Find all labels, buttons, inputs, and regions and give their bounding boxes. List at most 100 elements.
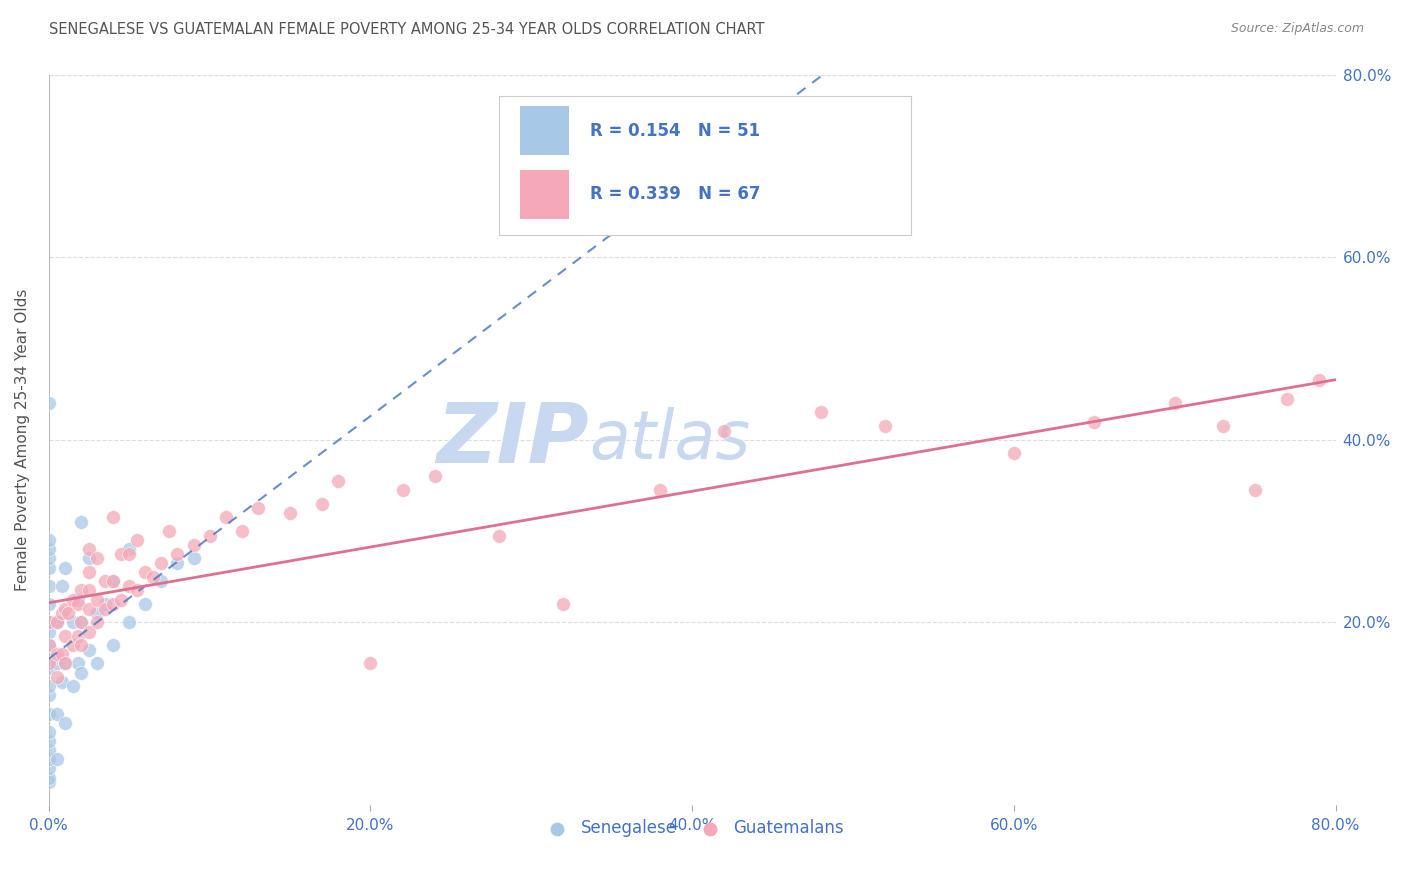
Point: [94, 601, 117, 615]
Point: [810, 405, 832, 419]
Point: [77, 551, 100, 566]
Point: [142, 570, 165, 584]
Point: [215, 510, 238, 524]
Point: [648, 483, 671, 497]
Point: [38, 560, 60, 574]
Point: [134, 597, 156, 611]
Point: [1244, 483, 1267, 497]
Point: [53, 715, 76, 730]
Text: atlas: atlas: [589, 407, 751, 473]
Point: [70, 638, 93, 652]
Point: [38, 762, 60, 776]
Point: [77, 601, 100, 615]
Point: [166, 547, 188, 561]
Point: [51, 674, 73, 689]
Point: [94, 574, 117, 589]
Point: [53, 629, 76, 643]
Point: [70, 665, 93, 680]
Point: [38, 743, 60, 757]
Point: [38, 725, 60, 739]
Point: [38, 734, 60, 748]
Point: [38, 597, 60, 611]
Y-axis label: Female Poverty Among 25-34 Year Olds: Female Poverty Among 25-34 Year Olds: [15, 289, 30, 591]
Point: [183, 538, 205, 552]
Point: [77, 624, 100, 639]
Point: [110, 547, 132, 561]
Point: [62, 615, 84, 630]
Point: [86, 551, 108, 566]
Point: [86, 615, 108, 630]
Point: [38, 706, 60, 721]
Point: [86, 657, 108, 671]
Point: [118, 542, 141, 557]
Point: [62, 679, 84, 693]
Point: [45, 648, 67, 662]
Point: [38, 638, 60, 652]
Point: [62, 638, 84, 652]
Point: [118, 615, 141, 630]
Legend: Senegalese, Guatemalans: Senegalese, Guatemalans: [534, 813, 851, 844]
Point: [101, 510, 124, 524]
Point: [875, 419, 897, 434]
Point: [38, 396, 60, 410]
Point: [38, 551, 60, 566]
Point: [70, 583, 93, 598]
Point: [127, 533, 149, 548]
Point: [66, 657, 89, 671]
Point: [423, 469, 446, 483]
Point: [38, 752, 60, 766]
Point: [77, 542, 100, 557]
Point: [66, 592, 89, 607]
Point: [127, 583, 149, 598]
Point: [101, 574, 124, 589]
Point: [198, 528, 221, 542]
Point: [53, 657, 76, 671]
Point: [150, 556, 173, 570]
Point: [53, 560, 76, 574]
Point: [1277, 392, 1299, 406]
Point: [246, 501, 269, 516]
Point: [45, 615, 67, 630]
Point: [38, 542, 60, 557]
Point: [38, 689, 60, 703]
Point: [86, 607, 108, 621]
Point: [53, 657, 76, 671]
Point: [53, 601, 76, 615]
Point: [70, 615, 93, 630]
Point: [56, 607, 79, 621]
Point: [45, 657, 67, 671]
Point: [77, 565, 100, 579]
Point: [51, 648, 73, 662]
Point: [1212, 419, 1234, 434]
Point: [278, 506, 301, 520]
Point: [51, 607, 73, 621]
Point: [328, 474, 350, 488]
Point: [157, 524, 180, 538]
Point: [38, 771, 60, 785]
Point: [45, 752, 67, 766]
Text: Source: ZipAtlas.com: Source: ZipAtlas.com: [1230, 22, 1364, 36]
Point: [183, 551, 205, 566]
Point: [38, 652, 60, 666]
Point: [38, 638, 60, 652]
Point: [1163, 396, 1185, 410]
Point: [86, 592, 108, 607]
Point: [101, 597, 124, 611]
Point: [359, 657, 381, 671]
Point: [70, 515, 93, 529]
Point: [66, 597, 89, 611]
Point: [38, 661, 60, 675]
Point: [94, 597, 117, 611]
Point: [134, 565, 156, 579]
Point: [38, 679, 60, 693]
Point: [66, 629, 89, 643]
Point: [38, 624, 60, 639]
Point: [101, 574, 124, 589]
Point: [38, 579, 60, 593]
Text: ZIP: ZIP: [437, 400, 589, 480]
Point: [38, 615, 60, 630]
Point: [77, 642, 100, 657]
Point: [45, 706, 67, 721]
Point: [1083, 415, 1105, 429]
Point: [118, 547, 141, 561]
